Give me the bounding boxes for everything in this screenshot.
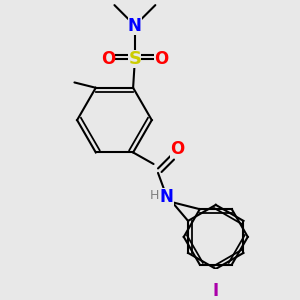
Text: O: O bbox=[154, 50, 169, 68]
Text: H: H bbox=[150, 189, 159, 202]
Text: I: I bbox=[213, 282, 219, 300]
Text: N: N bbox=[128, 16, 142, 34]
Text: O: O bbox=[101, 50, 115, 68]
Text: N: N bbox=[160, 188, 174, 206]
Text: O: O bbox=[170, 140, 185, 158]
Text: S: S bbox=[128, 50, 141, 68]
